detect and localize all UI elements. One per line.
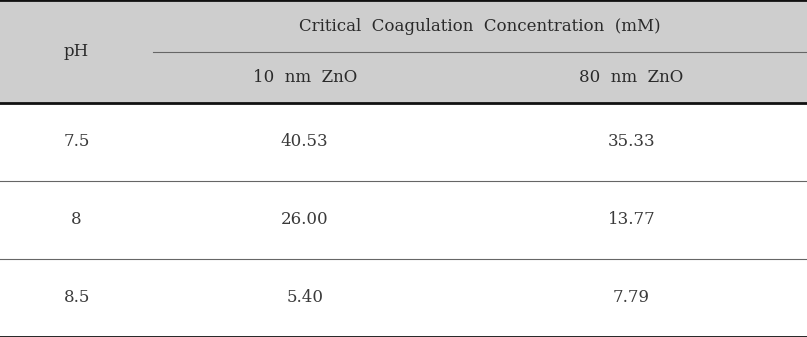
Bar — [0, 103, 807, 337]
Text: 10  nm  ZnO: 10 nm ZnO — [253, 69, 357, 86]
Text: 13.77: 13.77 — [608, 211, 655, 228]
Text: 7.79: 7.79 — [613, 289, 650, 306]
Text: 7.5: 7.5 — [64, 133, 90, 150]
Bar — [0, 0, 807, 103]
Text: pH: pH — [64, 43, 90, 60]
Text: 5.40: 5.40 — [286, 289, 323, 306]
Text: 26.00: 26.00 — [281, 211, 328, 228]
Text: Critical  Coagulation  Concentration  (mM): Critical Coagulation Concentration (mM) — [299, 18, 661, 35]
Text: 35.33: 35.33 — [608, 133, 655, 150]
Text: 8.5: 8.5 — [64, 289, 90, 306]
Text: 40.53: 40.53 — [281, 133, 328, 150]
Text: 80  nm  ZnO: 80 nm ZnO — [579, 69, 684, 86]
Text: 8: 8 — [71, 211, 82, 228]
